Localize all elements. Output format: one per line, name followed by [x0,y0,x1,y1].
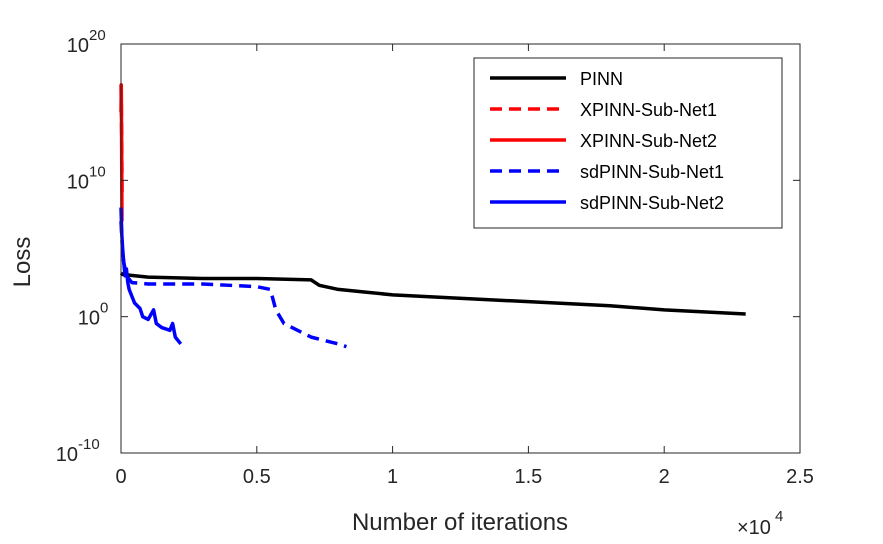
x-tick-label: 2.5 [786,466,814,488]
y-tick-label-exponent: 10 [89,163,106,180]
y-tick-label-exponent: 0 [100,300,108,317]
y-tick-label-base: 10 [56,444,78,466]
x-axis-multiplier: ×10 4 [737,508,783,539]
x-multiplier-exponent: 4 [775,508,783,525]
legend-label: XPINN-Sub-Net2 [580,131,717,151]
series-line-sdpinn-sub-net2 [119,207,183,346]
series-layer [119,83,746,349]
y-tick-label-base: 10 [78,308,100,330]
legend: PINN XPINN-Sub-Net1 XPINN-Sub-Net2 sdPINN-S… [473,57,783,229]
y-tick-label-base: 10 [67,171,89,193]
legend-label: PINN [580,69,623,89]
axes-layer [120,43,801,454]
series-line-pinn [119,271,746,316]
legend-label: sdPINN-Sub-Net1 [580,162,724,182]
x-tick-label: 1.5 [514,466,542,488]
x-axis-label: Number of iterations [352,509,568,536]
x-tick-label: 0.5 [243,466,271,488]
legend-label: sdPINN-Sub-Net2 [580,193,724,213]
x-tick-label: 2 [659,466,670,488]
x-tick-label: 1 [387,466,398,488]
y-axis-label: Loss [9,237,36,288]
y-tick-label-exponent: -10 [78,436,100,453]
y-tick-label-base: 10 [67,35,89,57]
y-tick-label-exponent: 20 [89,27,106,44]
axes-box [120,43,801,454]
legend-box [473,57,783,229]
x-tick-label: 0 [115,466,126,488]
x-multiplier-base: ×10 [737,517,771,539]
legend-label: XPINN-Sub-Net1 [580,100,717,120]
